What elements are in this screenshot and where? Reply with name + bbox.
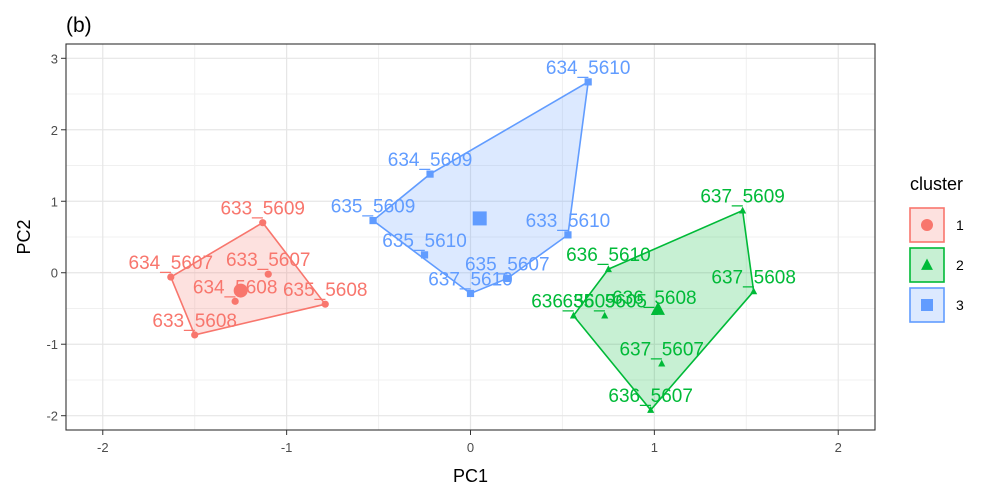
point-label: 634_5610: [546, 58, 631, 79]
cluster-3-point: [426, 170, 434, 178]
point-label: 635_5607: [465, 254, 550, 275]
x-tick-label: -1: [281, 440, 293, 455]
x-tick-label: -2: [97, 440, 109, 455]
y-tick-label: 0: [51, 266, 58, 281]
point-label: 637_5607: [619, 340, 704, 361]
y-tick-label: -2: [46, 409, 58, 424]
legend-key-2-symbol: [921, 258, 933, 270]
point-labels: 633_5609 634_5607 633_5607 635_5608634_5608…: [129, 58, 796, 407]
point-label: 636_5610: [566, 245, 651, 266]
y-tick-label: 2: [51, 123, 58, 138]
legend-title: cluster: [910, 174, 963, 194]
point-label: 636_5608: [612, 288, 697, 309]
cluster-2-point: [569, 311, 578, 319]
point-label: 635_5609: [331, 197, 416, 218]
cluster-2-point: [739, 206, 747, 214]
cluster-3-point: [584, 78, 592, 86]
cluster-1-point: [231, 297, 239, 305]
cluster-1-point: [167, 273, 175, 281]
cluster-2-hull: [572, 209, 755, 412]
point-label: 634_5609: [388, 150, 473, 171]
point-label: 634_5608: [193, 277, 278, 298]
cluster-1-point: [321, 300, 329, 308]
cluster-2-point: [601, 311, 609, 319]
point-label: 636_5607: [608, 386, 693, 407]
point-label: 635_5608: [283, 280, 368, 301]
y-axis-title: PC2: [14, 219, 34, 254]
cluster-2-centroid: [651, 301, 665, 315]
point-label: 636_5609: [531, 292, 616, 313]
y-tick-label: -1: [46, 337, 58, 352]
legend-label-2: 2: [956, 257, 964, 273]
chart-title: (b): [66, 14, 92, 37]
legend-key-1-symbol: [921, 219, 933, 231]
cluster-3-point: [564, 231, 572, 239]
x-axis-ticks: -2 -1 0 1 2: [97, 430, 842, 455]
cluster-3-point: [369, 216, 377, 225]
legend-key-3-symbol: [921, 299, 933, 311]
x-tick-label: 0: [467, 440, 474, 455]
y-tick-label: 1: [51, 194, 58, 209]
cluster-3-centroid: [472, 211, 487, 226]
point-label: 633_5609: [220, 199, 305, 220]
cluster-1-centroid: [233, 283, 248, 298]
cluster-2-point: [658, 359, 666, 367]
cluster-3-point: [466, 289, 475, 298]
point-label: 635_5610: [382, 231, 467, 252]
x-tick-label: 2: [835, 440, 842, 455]
point-label: 633_5608: [152, 311, 237, 332]
cluster-2-point: [647, 406, 655, 413]
point-label: 637_5609: [700, 187, 785, 208]
legend: cluster 1 2 3: [909, 174, 964, 323]
cluster-1-point: [264, 270, 272, 278]
point-label: 637_5610: [428, 269, 513, 290]
cluster-3-point: [420, 251, 429, 259]
cluster-centroids: [233, 211, 665, 315]
cluster-1-point: [259, 219, 267, 227]
legend-label-3: 3: [956, 297, 964, 313]
grid-major: [66, 44, 875, 430]
cluster-2-point: [604, 265, 612, 273]
cluster-1-point: [191, 331, 199, 339]
point-label: 635_5605: [562, 292, 647, 313]
legend-label-1: 1: [956, 217, 964, 233]
point-label: 637_5608: [711, 267, 796, 288]
point-label: 633_5607: [226, 250, 311, 271]
cluster-2-point: [750, 287, 758, 295]
x-axis-title: PC1: [453, 466, 488, 486]
y-axis-ticks: -2 -1 0 1 2 3: [46, 51, 66, 424]
point-label: 633_5610: [526, 211, 611, 232]
point-label: 634_5607: [129, 253, 214, 274]
x-tick-label: 1: [651, 440, 658, 455]
cluster-3-point: [503, 274, 511, 283]
y-tick-label: 3: [51, 51, 58, 66]
